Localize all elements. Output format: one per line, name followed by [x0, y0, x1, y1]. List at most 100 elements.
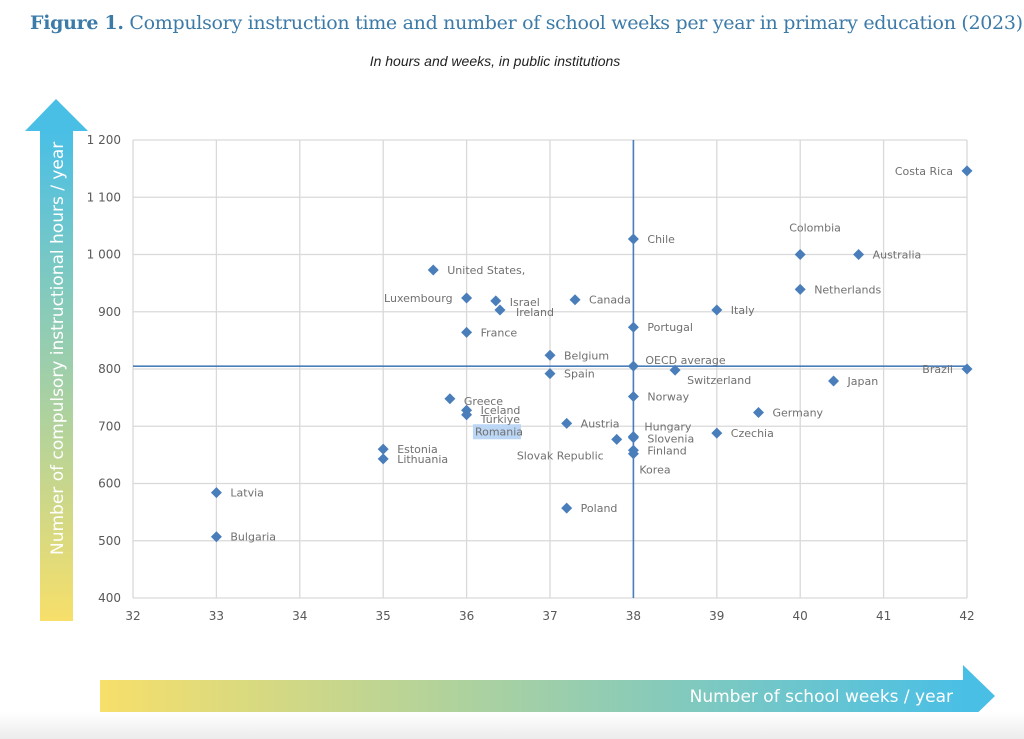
label-bulgaria: Bulgaria [230, 531, 276, 544]
marker-austria [561, 417, 573, 429]
label-japan: Japan [847, 375, 879, 388]
figure-title: Figure 1. Compulsory instruction time an… [30, 12, 1023, 34]
y-axis-arrow: Number of compulsory instructional hours… [25, 99, 88, 621]
label-oecd-average: OECD average [645, 354, 726, 367]
label-costa-rica: Costa Rica [895, 165, 953, 178]
label-slovak-republic: Slovak Republic [517, 449, 604, 462]
bottom-fade [0, 712, 1024, 739]
x-tick-label: 32 [125, 609, 140, 623]
label-canada: Canada [589, 294, 631, 307]
marker-brazil [961, 363, 973, 375]
marker-netherlands [794, 283, 806, 295]
y-tick-label: 400 [98, 591, 121, 605]
x-tick-label: 41 [876, 609, 891, 623]
label-austria: Austria [581, 417, 620, 430]
x-tick-label: 33 [209, 609, 224, 623]
marker-lithuania [377, 453, 389, 465]
y-axis-label: Number of compulsory instructional hours… [48, 142, 68, 555]
marker-norway [627, 390, 639, 402]
y-tick-label: 700 [98, 419, 121, 433]
marker-united-states [427, 264, 439, 276]
marker-belgium [544, 349, 556, 361]
x-tick-label: 42 [959, 609, 974, 623]
label-korea: Korea [639, 464, 670, 477]
label-iceland: Iceland [481, 404, 521, 417]
marker-slovenia [627, 432, 639, 444]
marker-latvia [210, 487, 222, 499]
x-axis-label: Number of school weeks / year [690, 687, 953, 707]
label-netherlands: Netherlands [814, 283, 881, 296]
marker-germany [753, 407, 764, 419]
marker-switzerland [669, 364, 681, 376]
x-tick-label: 38 [626, 609, 641, 623]
x-axis-arrow: Number of school weeks / year [100, 665, 995, 727]
label-brazil: Brazil [922, 363, 953, 376]
grid [132, 139, 968, 599]
figure-label: Figure 1. [30, 12, 124, 34]
points: Costa Rica Chile Colombia Australia Netherla… [210, 165, 973, 544]
label-finland: Finland [647, 444, 686, 457]
label-united-states: United States, [447, 264, 525, 277]
y-tick-label: 600 [98, 477, 121, 491]
marker-chile [627, 233, 639, 245]
label-t-rkiye: Türkiye [480, 413, 521, 426]
label-portugal: Portugal [647, 321, 693, 334]
label-ireland: Ireland [516, 306, 554, 319]
marker-poland [561, 502, 573, 514]
marker-slovak-republic [611, 433, 623, 445]
label-estonia: Estonia [397, 443, 438, 456]
label-greece: Greece [464, 395, 503, 408]
label-lithuania: Lithuania [397, 453, 448, 466]
marker-t-rkiye [461, 409, 473, 421]
figure-subtitle: In hours and weeks, in public institutio… [369, 53, 621, 69]
label-italy: Italy [731, 304, 755, 317]
y-tick-label: 1 000 [87, 248, 121, 262]
label-luxembourg: Luxembourg [384, 292, 453, 305]
marker-france [461, 326, 473, 338]
y-tick-label: 900 [98, 305, 121, 319]
y-tick-label: 500 [98, 534, 121, 548]
marker-bulgaria [210, 531, 222, 543]
label-norway: Norway [647, 390, 689, 403]
marker-luxembourg [461, 292, 473, 304]
label-australia: Australia [873, 249, 922, 262]
marker-estonia [377, 443, 389, 455]
label-hungary: Hungary [644, 421, 691, 434]
label-chile: Chile [647, 233, 675, 246]
x-tick-label: 34 [292, 609, 307, 623]
label-france: France [481, 326, 518, 339]
marker-canada [569, 294, 581, 306]
marker-oecd-average [627, 360, 639, 372]
x-tick-label: 36 [459, 609, 474, 623]
romania-highlight [472, 424, 521, 440]
marker-colombia [794, 249, 806, 260]
figure-title-text: Compulsory instruction time and number o… [129, 12, 1023, 34]
label-slovenia: Slovenia [647, 433, 694, 446]
y-tick-label: 1 100 [87, 190, 121, 204]
marker-australia [853, 249, 865, 260]
marker-costa-rica [961, 165, 973, 177]
label-spain: Spain [564, 368, 595, 381]
marker-ireland [494, 304, 506, 316]
marker-czechia [711, 427, 723, 439]
label-switzerland: Switzerland [687, 374, 751, 387]
label-israel: Israel [510, 296, 540, 309]
marker-japan [828, 375, 840, 387]
label-germany: Germany [773, 407, 824, 420]
x-tick-label: 40 [793, 609, 808, 623]
x-tick-label: 37 [542, 609, 557, 623]
highlight-layer: Romania [472, 424, 523, 440]
marker-israel [490, 295, 502, 307]
y-tick-label: 800 [98, 362, 121, 376]
label-poland: Poland [581, 502, 618, 515]
axis-ticks: 32 33 34 35 36 37 38 39 40 41 42 400 500 600 700 800 900… [87, 133, 975, 623]
marker-portugal [627, 321, 639, 333]
y-tick-label: 1 200 [87, 133, 121, 147]
marker-spain [544, 368, 556, 380]
label-romania: Romania [475, 425, 523, 438]
x-tick-label: 39 [709, 609, 724, 623]
marker-greece [444, 393, 456, 405]
label-latvia: Latvia [230, 487, 264, 500]
x-tick-label: 35 [376, 609, 391, 623]
